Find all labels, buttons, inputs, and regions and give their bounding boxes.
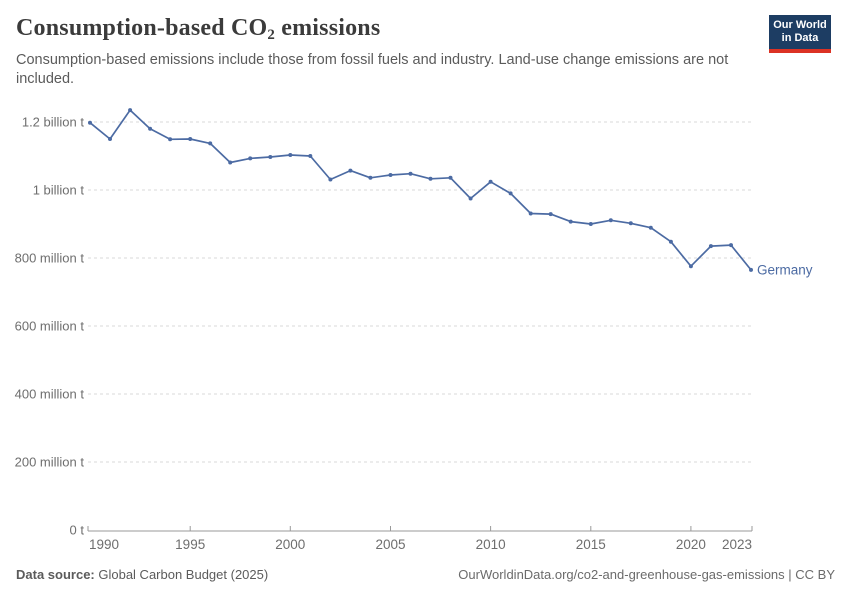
data-source-value: Global Carbon Budget (2025) [94, 567, 269, 582]
logo-line-2: in Data [781, 32, 819, 44]
title-text: Consumption-based CO [16, 15, 268, 41]
y-gridlines [88, 121, 752, 463]
series-group [88, 108, 753, 272]
page-title: Consumption-based CO2 emissions [16, 15, 381, 43]
data-source: Data source: Global Carbon Budget (2025) [16, 567, 268, 582]
series-polyline [89, 109, 752, 271]
data-point-marker [268, 155, 273, 159]
data-point-marker [348, 168, 353, 173]
data-point-marker [328, 177, 333, 182]
data-point-marker [128, 108, 133, 113]
data-point-marker [148, 126, 153, 131]
data-point-marker [108, 137, 112, 141]
data-point-marker [448, 175, 453, 180]
data-point-marker [548, 212, 553, 217]
y-tick-label: 1 billion t [33, 183, 85, 198]
x-tick-label: 2005 [375, 537, 405, 552]
data-point-marker [248, 156, 253, 161]
data-point-marker [528, 211, 533, 216]
x-tick-label: 2010 [476, 537, 506, 552]
data-point-marker [568, 219, 573, 224]
data-point-marker [88, 120, 92, 125]
y-tick-label: 1.2 billion t [22, 115, 85, 130]
y-tick-label: 200 million t [15, 455, 85, 470]
data-point-marker [608, 218, 613, 223]
data-point-marker [628, 221, 633, 226]
data-point-marker [228, 160, 233, 165]
data-point-marker [428, 176, 433, 181]
data-point-marker [688, 264, 693, 269]
data-source-label: Data source: [16, 567, 95, 582]
x-tick-label: 1990 [89, 537, 119, 552]
chart-footer: Data source: Global Carbon Budget (2025)… [16, 567, 835, 582]
data-point-marker [408, 171, 413, 176]
data-point-marker [648, 225, 653, 230]
y-tick-label: 400 million t [15, 387, 85, 402]
chart-subtitle: Consumption-based emissions include thos… [16, 52, 729, 88]
x-tick-label: 2000 [275, 537, 305, 552]
y-tick-label: 0 t [70, 523, 85, 538]
x-axis-labels: 1990 1995 2000 2005 2010 2015 2020 2023 [89, 537, 752, 552]
data-point-marker [588, 222, 593, 226]
series-end-label: Germany [757, 262, 813, 277]
data-point-marker [288, 153, 293, 157]
data-point-marker [368, 175, 373, 180]
data-point-marker [468, 196, 473, 201]
x-tick-label: 2015 [576, 537, 606, 552]
y-tick-label: 600 million t [15, 319, 85, 334]
owid-logo: Our World in Data [769, 15, 831, 53]
data-point-marker [729, 243, 733, 248]
x-tick-label: 2020 [676, 537, 706, 552]
data-point-marker [708, 244, 713, 249]
data-point-marker [668, 239, 673, 244]
title-text-end: emissions [275, 15, 381, 41]
series-label-group: Germany [757, 262, 813, 277]
x-tick-label: 1995 [175, 537, 205, 552]
logo-line-1: Our World [773, 19, 827, 31]
title-subscript: 2 [267, 26, 276, 43]
x-axis [87, 526, 753, 532]
data-point-marker [508, 191, 513, 196]
x-tick-label: 2023 [722, 537, 752, 552]
data-point-marker [749, 267, 753, 272]
data-point-marker [308, 154, 313, 158]
data-point-marker [208, 141, 213, 146]
y-tick-label: 800 million t [15, 251, 85, 266]
data-point-marker [168, 137, 173, 142]
y-axis-labels: 0 t 200 million t 400 million t 600 million… [15, 115, 85, 538]
data-point-marker [388, 173, 393, 177]
data-point-marker [488, 179, 493, 184]
data-point-marker [188, 137, 193, 141]
attribution-link: OurWorldinData.org/co2-and-greenhouse-ga… [458, 567, 835, 582]
